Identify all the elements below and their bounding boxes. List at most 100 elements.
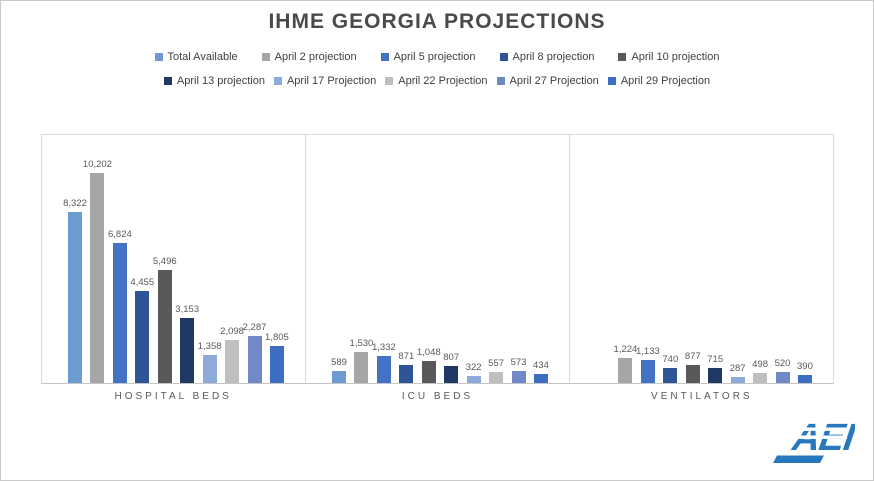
- category-label-hospital-beds: HOSPITAL BEDS: [114, 391, 232, 402]
- value-label: 8,322: [63, 198, 87, 209]
- value-label: 6,824: [107, 229, 132, 240]
- legend-swatch-april-22-projection: [385, 77, 394, 85]
- bar-april-10-projection-ventilators: [685, 365, 700, 383]
- panel-hospital-beds: 8,322 10,202 6,824 4,455 5,496 3,153 1,358 2,09…: [42, 135, 306, 383]
- legend-item-april-27-projection: April 27 Projection: [496, 75, 599, 87]
- bar-slot: 573: [510, 135, 527, 383]
- bar-group-hospital-beds: 8,322 10,202 6,824 4,455 5,496 3,153 1,358 2,09…: [63, 135, 289, 383]
- bar-slot: 589: [331, 135, 347, 383]
- value-label: 1,358: [197, 341, 222, 352]
- logo-stripe: [781, 435, 847, 439]
- bar-group-ventilators: 1,224 1,133 740 877 715 287 498 520 390: [596, 135, 813, 383]
- legend-item-april-17-projection: April 17 Projection: [273, 75, 376, 87]
- bar-slot: 1,048: [417, 135, 441, 383]
- bar-april-2-projection-icu-beds: [354, 352, 369, 383]
- value-label: 4,455: [130, 277, 155, 288]
- legend-label: April 27 Projection: [509, 75, 599, 87]
- legend-swatch-total-available: [154, 53, 163, 61]
- bar-slot: 1,358: [198, 135, 222, 383]
- bar-slot: 877: [684, 135, 701, 383]
- bar-april-10-projection-hospital-beds: [157, 270, 172, 383]
- value-label: 434: [533, 360, 549, 371]
- value-label: 5,496: [152, 256, 177, 267]
- bar-slot: 807: [443, 135, 460, 383]
- legend-swatch-april-2-projection: [261, 53, 270, 61]
- bar-slot: 5,496: [153, 135, 177, 383]
- legend-swatch-april-29-projection: [607, 77, 616, 85]
- bar-april-29-projection-ventilators: [797, 375, 812, 383]
- value-label: 10,202: [82, 159, 112, 170]
- bar-slot: 740: [662, 135, 679, 383]
- bar-april-8-projection-icu-beds: [399, 365, 414, 383]
- legend-item-april-10-projection: April 10 projection: [618, 51, 720, 63]
- legend: Total Available April 2 projection April 5…: [1, 51, 873, 87]
- value-label: 1,530: [349, 338, 374, 349]
- value-label: 877: [684, 351, 701, 362]
- legend-label: April 29 Projection: [620, 75, 711, 87]
- legend-label: April 10 projection: [631, 51, 720, 63]
- value-label: 1,332: [371, 342, 396, 353]
- bar-april-2-projection-hospital-beds: [90, 173, 105, 383]
- bar-april-13-projection-icu-beds: [444, 366, 459, 383]
- chart-title: IHME GEORGIA PROJECTIONS: [268, 10, 606, 33]
- value-label: 557: [488, 358, 504, 369]
- bar-april-29-projection-icu-beds: [533, 374, 548, 383]
- value-label: 1,805: [265, 332, 289, 343]
- legend-label: April 13 projection: [176, 75, 265, 87]
- value-label: 1,133: [635, 346, 660, 357]
- legend-row-1: Total Available April 2 projection April 5…: [154, 51, 720, 63]
- legend-swatch-april-13-projection: [163, 77, 172, 85]
- panel-ventilators: 1,224 1,133 740 877 715 287 498 520 390: [570, 135, 833, 383]
- value-label: 807: [443, 352, 460, 363]
- category-label-icu-beds: ICU BEDS: [401, 391, 474, 402]
- bar-april-10-projection-icu-beds: [421, 361, 436, 383]
- bar-slot: 287: [730, 135, 746, 383]
- value-label: 740: [662, 354, 679, 365]
- bar-april-27-projection-icu-beds: [511, 371, 526, 383]
- value-label: 1,224: [613, 344, 638, 355]
- aei-logo: AEI: [773, 416, 855, 463]
- bar-slot: 1,332: [372, 135, 396, 383]
- legend-item-april-8-projection: April 8 projection: [499, 51, 594, 63]
- bar-april-13-projection-hospital-beds: [180, 318, 195, 383]
- value-label: 390: [797, 361, 813, 372]
- bar-slot: 520: [774, 135, 791, 383]
- bar-slot: [596, 135, 610, 383]
- legend-item-april-22-projection: April 22 Projection: [385, 75, 488, 87]
- bar-april-17-projection-icu-beds: [466, 376, 481, 383]
- bar-april-2-projection-ventilators: [618, 358, 633, 383]
- legend-item-april-5-projection: April 5 projection: [380, 51, 476, 63]
- bar-total-available-icu-beds: [332, 371, 346, 383]
- bar-slot: 390: [797, 135, 813, 383]
- bar-april-8-projection-hospital-beds: [135, 291, 150, 383]
- bar-april-17-projection-ventilators: [730, 377, 745, 383]
- bar-april-5-projection-icu-beds: [376, 356, 391, 383]
- legend-swatch-april-10-projection: [618, 53, 627, 61]
- value-label: 520: [774, 358, 791, 369]
- bar-april-29-projection-hospital-beds: [269, 346, 284, 383]
- plot-area: 8,322 10,202 6,824 4,455 5,496 3,153 1,358 2,09…: [41, 134, 834, 384]
- value-label: 871: [398, 351, 415, 362]
- value-label: 3,153: [175, 304, 200, 315]
- logo-swoosh: [773, 455, 824, 463]
- value-label: 322: [465, 362, 482, 373]
- bar-slot: 8,322: [63, 135, 87, 383]
- bar-slot: 871: [398, 135, 415, 383]
- bar-april-5-projection-hospital-beds: [112, 243, 127, 383]
- legend-item-april-13-projection: April 13 projection: [163, 75, 265, 87]
- bar-slot: 1,805: [265, 135, 289, 383]
- legend-label: Total Available: [167, 51, 238, 63]
- category-label-ventilators: VENTILATORS: [651, 391, 753, 402]
- bar-slot: 1,224: [614, 135, 637, 383]
- legend-row-2: April 13 projection April 17 Projection Ap…: [163, 75, 711, 87]
- legend-swatch-april-27-projection: [496, 77, 505, 85]
- bar-slot: 3,153: [175, 135, 199, 383]
- legend-label: April 5 projection: [393, 51, 476, 63]
- bar-april-22-projection-hospital-beds: [225, 340, 240, 383]
- bar-april-17-projection-hospital-beds: [202, 355, 217, 383]
- value-label: 573: [510, 357, 527, 368]
- bar-april-22-projection-icu-beds: [489, 372, 504, 383]
- bar-slot: 434: [533, 135, 549, 383]
- legend-item-april-29-projection: April 29 Projection: [607, 75, 711, 87]
